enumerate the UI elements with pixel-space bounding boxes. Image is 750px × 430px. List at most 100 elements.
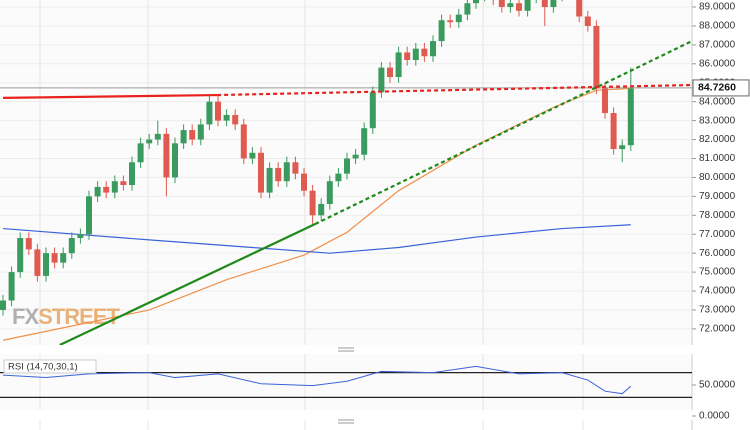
candle-body [292, 162, 299, 174]
y-tick-label: 87.0000 [699, 40, 736, 51]
rsi-tick-label: 0.0000 [699, 411, 730, 422]
trendline [59, 223, 316, 345]
candle-body [197, 124, 204, 140]
watermark-part: FX [12, 304, 39, 329]
rsi-label: RSI (14,70,30,1) [8, 362, 78, 373]
candle-body [120, 181, 127, 185]
candle-body [395, 52, 402, 78]
y-tick-label: 80.0000 [699, 172, 736, 183]
y-tick-label: 77.0000 [699, 229, 736, 240]
candle-body [232, 114, 239, 125]
candle-body [455, 14, 462, 23]
candle-body [464, 3, 471, 15]
candle-body [524, 0, 531, 11]
candle-body [17, 238, 24, 273]
candle-body [550, 0, 557, 8]
candle-body [318, 203, 325, 216]
y-tick-label: 84.0000 [699, 96, 736, 107]
watermark: FXSTREET [12, 304, 120, 329]
candle-body [610, 113, 617, 150]
candle-body [516, 3, 522, 11]
candle-body [206, 101, 213, 125]
candle-body [258, 152, 264, 193]
candle-body [301, 173, 307, 191]
candle-body [421, 48, 428, 57]
candle-body [275, 167, 282, 182]
candle-body [387, 67, 393, 78]
candle-body [430, 41, 436, 57]
candle-body [283, 162, 290, 182]
candle-body [249, 152, 256, 159]
candle-body [584, 16, 591, 26]
candle-body [309, 190, 316, 216]
candle-body [378, 67, 385, 93]
candle-body [412, 48, 419, 61]
candle-body [8, 272, 15, 301]
candle-body [507, 3, 514, 8]
y-tick-label: 76.0000 [699, 248, 736, 259]
y-tick-label: 72.0000 [699, 324, 736, 335]
splitter-handle [338, 419, 354, 424]
candle-body [180, 130, 187, 144]
candle-body [541, 0, 548, 8]
candle-body [103, 186, 110, 193]
candle-body [60, 253, 67, 263]
rsi-tick-label: 50.0000 [699, 380, 736, 391]
rsi-label-box [3, 359, 97, 374]
candle-body [619, 145, 626, 150]
candle-body [34, 249, 41, 276]
candle-body [326, 181, 333, 204]
candle-body [94, 186, 101, 197]
candle-body [68, 238, 75, 254]
rsi-panel [0, 354, 692, 410]
candle-body [602, 88, 608, 114]
y-tick-label: 82.0000 [699, 134, 736, 145]
candle-body [447, 20, 454, 23]
candle-body [344, 158, 350, 174]
y-tick-label: 86.0000 [699, 58, 736, 69]
candle-body [43, 253, 49, 276]
candle-body [593, 25, 600, 89]
y-tick-label: 83.0000 [699, 115, 736, 126]
candle-body [369, 92, 376, 129]
candle-body [438, 20, 445, 42]
y-tick-label: 79.0000 [699, 191, 736, 202]
rsi-line [2, 365, 632, 395]
candle-body [154, 133, 161, 140]
y-tick-label: 89.0000 [699, 2, 736, 13]
candle-body [627, 88, 634, 146]
candle-body [266, 167, 273, 193]
candle-body [25, 238, 32, 250]
last-price-label: 84.7260 [698, 82, 736, 94]
candle-body [51, 253, 58, 263]
candle-body [404, 52, 411, 61]
candle-body [240, 124, 247, 159]
candle-body [352, 154, 359, 159]
candle-body [172, 143, 178, 178]
candle-body [146, 139, 153, 144]
y-tick-label: 88.0000 [699, 21, 736, 32]
trendline [2, 93, 218, 99]
rsi-plot [0, 365, 692, 399]
y-tick-label: 75.0000 [699, 267, 736, 278]
candle-body [111, 181, 118, 193]
candle-body [0, 300, 6, 310]
candle-body [576, 0, 583, 17]
candle-body [335, 173, 342, 182]
price-axis: 72.0000 73.0000 74.0000 75.0000 76.0000 77.00… [692, 2, 750, 422]
candle-body [215, 101, 221, 121]
splitter [0, 410, 750, 420]
splitter-handle [338, 347, 354, 352]
last-price-box [692, 79, 750, 97]
candle-body [129, 162, 135, 185]
candle-body [163, 133, 170, 178]
y-tick-label: 78.0000 [699, 210, 736, 221]
y-tick-label: 73.0000 [699, 305, 736, 316]
candle-body [223, 114, 230, 121]
y-tick-label: 74.0000 [699, 286, 736, 297]
splitter [0, 345, 750, 354]
candle-body [361, 128, 368, 155]
candle-body [137, 143, 144, 163]
candle-body [498, 0, 505, 8]
